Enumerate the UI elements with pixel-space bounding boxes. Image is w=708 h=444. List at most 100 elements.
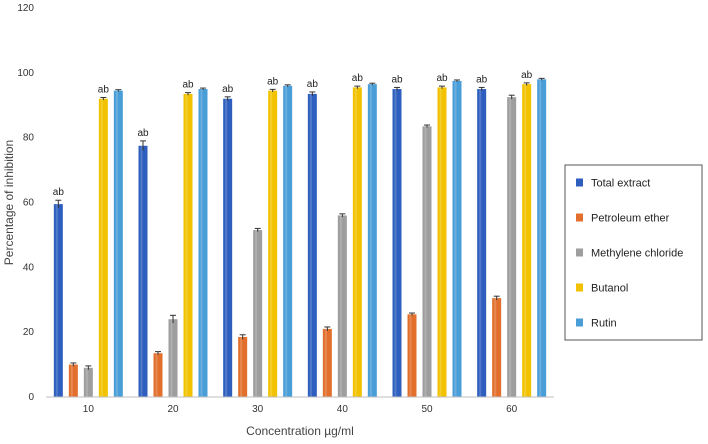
legend-label: Total extract <box>591 178 650 190</box>
bar <box>352 87 362 397</box>
x-tick-label: 10 <box>83 404 95 415</box>
bar <box>407 314 417 397</box>
significance-label: ab <box>436 73 448 84</box>
bar-highlight <box>155 353 158 397</box>
bar-highlight <box>424 126 427 397</box>
bar <box>268 90 278 397</box>
legend-swatch <box>576 213 583 222</box>
bar <box>253 230 263 397</box>
bar-highlight <box>369 84 372 397</box>
bar-highlight <box>539 79 542 398</box>
bar-highlight <box>140 145 143 397</box>
significance-label: ab <box>476 74 488 85</box>
y-tick-label: 100 <box>17 68 34 79</box>
bar-highlight <box>394 89 397 398</box>
x-axis-ticks: 10 20 30 40 50 60 <box>83 404 518 415</box>
bar-highlight <box>285 85 288 398</box>
x-axis-title: Concentration µg/ml <box>246 424 354 438</box>
y-tick-label: 120 <box>17 3 34 14</box>
y-tick-label: 20 <box>23 327 35 338</box>
y-tick-label: 60 <box>23 198 35 209</box>
bar-highlight <box>115 90 118 397</box>
significance-label: ab <box>521 70 533 81</box>
y-tick-label: 0 <box>28 392 34 403</box>
bar-highlight <box>479 89 482 398</box>
legend-label: Rutin <box>591 318 617 330</box>
legend-label: Petroleum ether <box>591 213 670 225</box>
bar <box>392 89 402 398</box>
bar <box>283 85 293 398</box>
bar-highlight <box>70 364 73 397</box>
bar <box>83 367 93 397</box>
legend-box <box>564 164 703 341</box>
significance-label: ab <box>352 73 364 84</box>
error-bars <box>55 77 545 370</box>
x-tick-label: 20 <box>167 404 179 415</box>
bar <box>223 98 233 398</box>
bar <box>183 93 193 397</box>
bar-highlight <box>454 80 457 397</box>
significance-label: ab <box>391 74 403 85</box>
significance-labels: ab ab ab ab ab ab ab ab ab ab ab ab <box>53 70 533 198</box>
legend-swatch <box>576 318 583 327</box>
bar <box>507 97 517 397</box>
bar <box>367 84 377 397</box>
legend-label: Methylene chloride <box>591 248 683 260</box>
bar-highlight <box>494 298 497 397</box>
legend: Total extract Petroleum ether Methylene ch… <box>564 164 703 341</box>
bar <box>113 90 123 397</box>
bar <box>437 87 447 397</box>
y-tick-label: 80 <box>23 133 35 144</box>
legend-swatch <box>576 178 583 187</box>
bar <box>53 204 63 397</box>
bar-highlight <box>255 230 258 397</box>
y-axis-ticks: 0 20 40 60 80 100 120 <box>17 3 34 403</box>
bar <box>98 98 108 398</box>
bar-highlight <box>170 319 173 397</box>
bar <box>238 337 248 397</box>
bar <box>153 353 163 397</box>
x-tick-label: 40 <box>337 404 349 415</box>
bar <box>337 215 347 397</box>
significance-label: ab <box>137 128 149 139</box>
bar-highlight <box>439 87 442 397</box>
bar <box>422 126 432 397</box>
bar-highlight <box>185 93 188 397</box>
significance-label: ab <box>222 84 234 95</box>
bar-highlight <box>100 98 103 398</box>
bar-highlight <box>270 90 273 397</box>
significance-label: ab <box>182 80 194 91</box>
bar <box>68 364 78 397</box>
significance-label: ab <box>307 79 319 90</box>
bar-highlight <box>55 204 58 397</box>
x-tick-label: 60 <box>506 404 518 415</box>
bar-highlight <box>509 97 512 397</box>
legend-label: Butanol <box>591 283 628 295</box>
bar <box>307 93 317 397</box>
bar-highlight <box>324 328 327 397</box>
legend-swatch <box>576 248 583 257</box>
bar-highlight <box>85 367 88 397</box>
bar-highlight <box>200 89 203 398</box>
bar-highlight <box>339 215 342 397</box>
legend-swatch <box>576 283 583 292</box>
bar-highlight <box>409 314 412 397</box>
bar <box>477 89 487 398</box>
bar <box>522 84 532 397</box>
bar <box>322 328 332 397</box>
bar-highlight <box>354 87 357 397</box>
bar <box>492 298 502 397</box>
bar-highlight <box>309 93 312 397</box>
x-tick-label: 30 <box>252 404 264 415</box>
significance-label: ab <box>53 187 65 198</box>
bars <box>53 79 547 398</box>
significance-label: ab <box>98 84 110 95</box>
x-tick-label: 50 <box>421 404 433 415</box>
bar <box>138 145 148 397</box>
bar-highlight <box>225 98 228 398</box>
bar <box>168 319 178 397</box>
bar <box>452 80 462 397</box>
significance-label: ab <box>267 76 279 87</box>
